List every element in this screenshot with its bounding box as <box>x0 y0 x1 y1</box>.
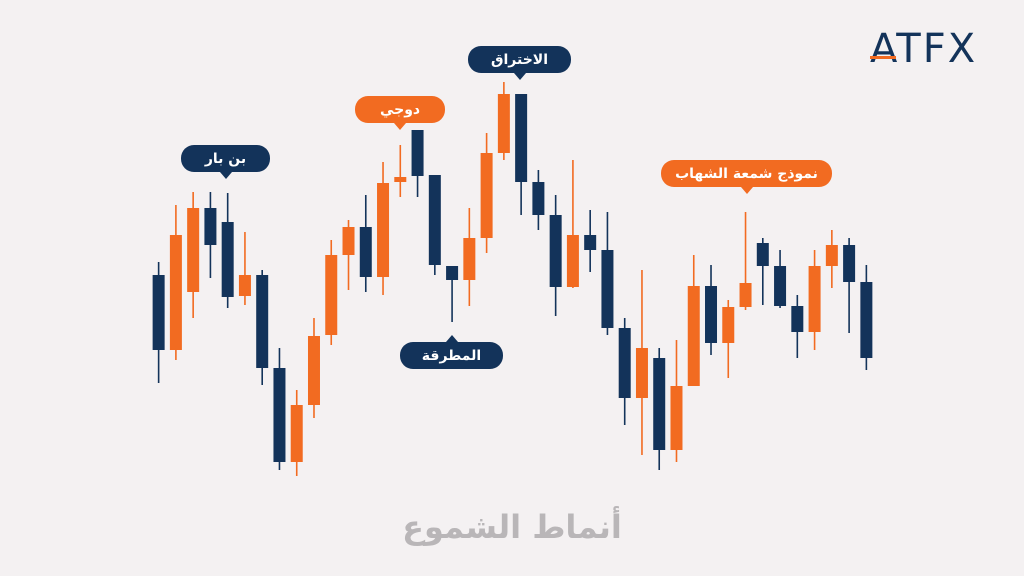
callout: نموذج شمعة الشهاب <box>661 160 832 194</box>
candle-body <box>653 358 666 450</box>
candle-body <box>584 235 597 250</box>
candle-body <box>566 235 579 287</box>
logo-accent <box>870 56 896 59</box>
candle-body <box>808 266 821 332</box>
candle-body <box>238 275 251 296</box>
candle-body <box>377 183 390 277</box>
candle-body <box>307 336 320 405</box>
candle-body <box>497 94 510 153</box>
candle-body <box>446 266 459 280</box>
candle-body <box>860 282 873 358</box>
candle-body <box>325 255 338 335</box>
candle-body <box>428 175 441 265</box>
candle-body <box>187 208 200 292</box>
candle-body <box>273 368 286 462</box>
candle-body <box>739 283 752 307</box>
candle-body <box>152 275 165 350</box>
candle-body <box>359 227 372 277</box>
candle-body <box>670 386 683 450</box>
candle-body <box>687 286 700 386</box>
candle-body <box>791 306 804 332</box>
candle-body <box>618 328 631 398</box>
candle-body <box>635 348 648 398</box>
candle-body <box>394 177 407 182</box>
candle-body <box>722 307 735 343</box>
callout-text: المطرقة <box>421 347 482 364</box>
logo: ATFX <box>870 26 978 72</box>
callout-text: بن بار <box>204 150 247 167</box>
candle-body <box>463 238 476 280</box>
candle-body <box>825 245 838 266</box>
callout: المطرقة <box>400 335 503 369</box>
callout: الاختراق <box>468 46 571 80</box>
candle-body <box>256 275 269 368</box>
callout-text: الاختراق <box>490 51 549 68</box>
candle-body <box>532 182 545 215</box>
chart-title: أنماط الشموع <box>402 508 622 546</box>
callout-text: نموذج شمعة الشهاب <box>675 165 818 182</box>
candle-body <box>549 215 562 287</box>
candle-body <box>169 235 182 350</box>
candle-body <box>774 266 787 306</box>
candle-body <box>411 130 424 176</box>
candle-body <box>705 286 718 343</box>
callout-text: دوجي <box>379 101 421 118</box>
candle-body <box>843 245 856 282</box>
candle-body <box>290 405 303 462</box>
candle-body <box>221 222 234 297</box>
candle-body <box>756 243 769 266</box>
candle-body <box>480 153 493 238</box>
callout: بن بار <box>181 145 270 179</box>
candle-body <box>342 227 355 255</box>
callout: دوجي <box>355 96 445 130</box>
candle-body <box>204 208 217 245</box>
candle-body <box>601 250 614 328</box>
candle-body <box>515 94 528 182</box>
